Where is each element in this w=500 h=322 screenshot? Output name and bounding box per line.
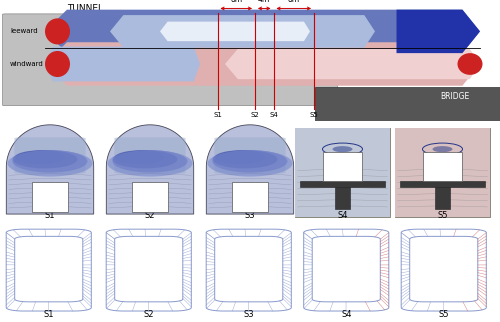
Ellipse shape: [15, 150, 65, 164]
Polygon shape: [295, 128, 390, 217]
Text: S2: S2: [145, 211, 155, 220]
Polygon shape: [396, 10, 480, 53]
Polygon shape: [6, 125, 94, 214]
Polygon shape: [106, 229, 192, 311]
Ellipse shape: [12, 150, 88, 173]
Ellipse shape: [208, 150, 292, 176]
Ellipse shape: [212, 150, 278, 168]
Polygon shape: [14, 236, 83, 302]
Polygon shape: [160, 22, 310, 41]
Ellipse shape: [112, 150, 188, 173]
Polygon shape: [45, 10, 480, 53]
Text: TUNNEL: TUNNEL: [67, 4, 103, 13]
Polygon shape: [410, 236, 478, 302]
FancyBboxPatch shape: [2, 14, 338, 106]
Text: S3: S3: [244, 211, 256, 220]
Ellipse shape: [12, 150, 78, 168]
Ellipse shape: [332, 146, 352, 152]
Ellipse shape: [112, 150, 178, 168]
Text: 8m: 8m: [288, 0, 300, 4]
Text: S4: S4: [269, 112, 278, 118]
Text: 8m: 8m: [230, 0, 242, 4]
Polygon shape: [106, 125, 194, 214]
FancyBboxPatch shape: [14, 137, 86, 174]
Ellipse shape: [458, 53, 482, 75]
Polygon shape: [206, 229, 292, 311]
Text: 4m: 4m: [258, 0, 270, 4]
Text: S2: S2: [250, 112, 260, 118]
Text: windward: windward: [10, 61, 44, 67]
Text: S5: S5: [310, 112, 318, 118]
Bar: [322, 152, 362, 181]
Polygon shape: [395, 128, 490, 217]
Ellipse shape: [212, 150, 288, 173]
Polygon shape: [304, 229, 389, 311]
Polygon shape: [110, 15, 375, 48]
Ellipse shape: [115, 150, 165, 164]
Bar: [336, 187, 349, 209]
Polygon shape: [206, 125, 294, 214]
Bar: [300, 181, 385, 187]
Bar: [32, 182, 68, 212]
Polygon shape: [401, 229, 486, 311]
Text: S1: S1: [213, 112, 222, 118]
Bar: [400, 181, 485, 187]
Text: leeward: leeward: [10, 28, 38, 34]
Text: S5: S5: [438, 310, 449, 319]
Ellipse shape: [45, 51, 70, 77]
Ellipse shape: [108, 150, 192, 176]
FancyBboxPatch shape: [214, 137, 286, 174]
Bar: [232, 182, 268, 212]
Bar: [395, 128, 490, 217]
Polygon shape: [114, 236, 183, 302]
Bar: [295, 128, 390, 217]
Ellipse shape: [215, 150, 265, 164]
Polygon shape: [45, 47, 200, 81]
Text: S5: S5: [437, 211, 448, 220]
Text: S1: S1: [45, 211, 55, 220]
Text: S1: S1: [44, 310, 54, 319]
Ellipse shape: [45, 18, 70, 44]
Bar: [422, 152, 463, 181]
Bar: [436, 187, 450, 209]
Ellipse shape: [432, 146, 452, 152]
Bar: [132, 182, 168, 212]
Polygon shape: [312, 236, 380, 302]
Polygon shape: [6, 229, 91, 311]
Text: BRIDGE: BRIDGE: [440, 92, 470, 101]
Polygon shape: [225, 49, 480, 79]
Text: S3: S3: [244, 310, 254, 319]
Text: S2: S2: [144, 310, 154, 319]
Text: S4: S4: [337, 211, 347, 220]
Ellipse shape: [8, 150, 92, 176]
Bar: [315, 87, 500, 121]
Polygon shape: [214, 236, 283, 302]
FancyBboxPatch shape: [114, 137, 186, 174]
Text: S4: S4: [341, 310, 351, 319]
Polygon shape: [45, 42, 480, 86]
